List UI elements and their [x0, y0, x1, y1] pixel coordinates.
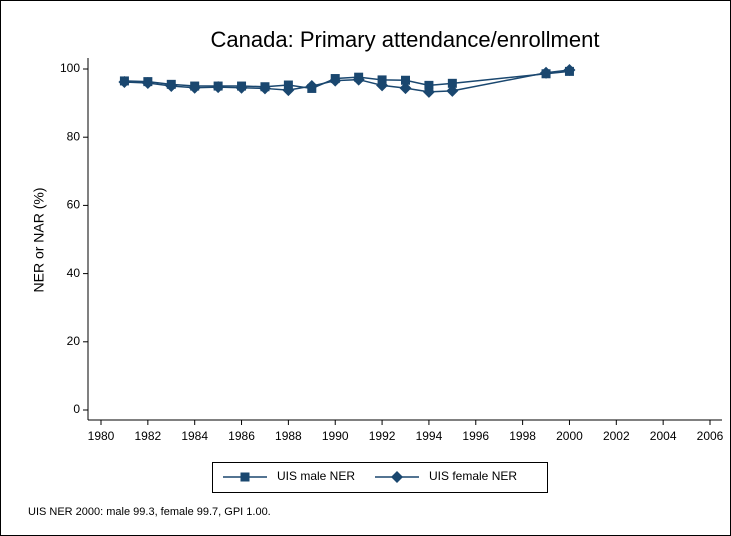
point: [424, 80, 434, 90]
x-tick-label: 1998: [509, 429, 536, 443]
point: [165, 80, 178, 93]
x-tick-label: 1990: [322, 429, 349, 443]
x-tick-label: 2000: [556, 429, 583, 443]
point: [188, 81, 201, 94]
x-tick-label: 1992: [369, 429, 396, 443]
x-tick-label: 1984: [181, 429, 208, 443]
legend-label: UIS female NER: [429, 469, 517, 483]
point: [141, 76, 154, 89]
y-tick-label: 100: [60, 61, 80, 75]
point: [422, 85, 435, 98]
point: [329, 74, 342, 87]
legend-marker: [240, 472, 250, 482]
point: [401, 75, 410, 85]
x-tick-label: 1988: [275, 429, 302, 443]
note: UIS NER 2000: male 99.3, female 99.7, GP…: [28, 506, 271, 518]
point: [563, 64, 576, 77]
x-tick-label: 1982: [134, 429, 161, 443]
chart-title: Canada: Primary attendance/enrollment: [211, 27, 600, 52]
x-tick-label: 1980: [88, 429, 115, 443]
point: [540, 66, 553, 79]
point: [376, 79, 389, 92]
y-tick-label: 40: [67, 266, 81, 280]
point: [282, 84, 295, 97]
point: [399, 82, 412, 95]
point: [118, 75, 131, 88]
y-tick-label: 0: [73, 402, 80, 416]
y-tick-label: 60: [67, 198, 81, 212]
x-tick-label: 2004: [650, 429, 677, 443]
y-axis-label: NER or NAR (%): [31, 187, 47, 292]
point: [212, 81, 225, 94]
x-tick-label: 2002: [603, 429, 630, 443]
point: [235, 81, 248, 94]
point: [305, 80, 318, 93]
y-tick-label: 20: [67, 334, 81, 348]
legend-label: UIS male NER: [277, 469, 355, 483]
x-tick-label: 2006: [697, 429, 724, 443]
point: [446, 84, 459, 97]
point: [258, 82, 271, 95]
point: [447, 78, 457, 88]
y-tick-label: 80: [67, 129, 81, 143]
x-tick-label: 1994: [416, 429, 443, 443]
point: [352, 73, 365, 86]
x-tick-label: 1996: [462, 429, 489, 443]
x-tick-label: 1986: [228, 429, 255, 443]
legend-marker: [391, 471, 403, 483]
